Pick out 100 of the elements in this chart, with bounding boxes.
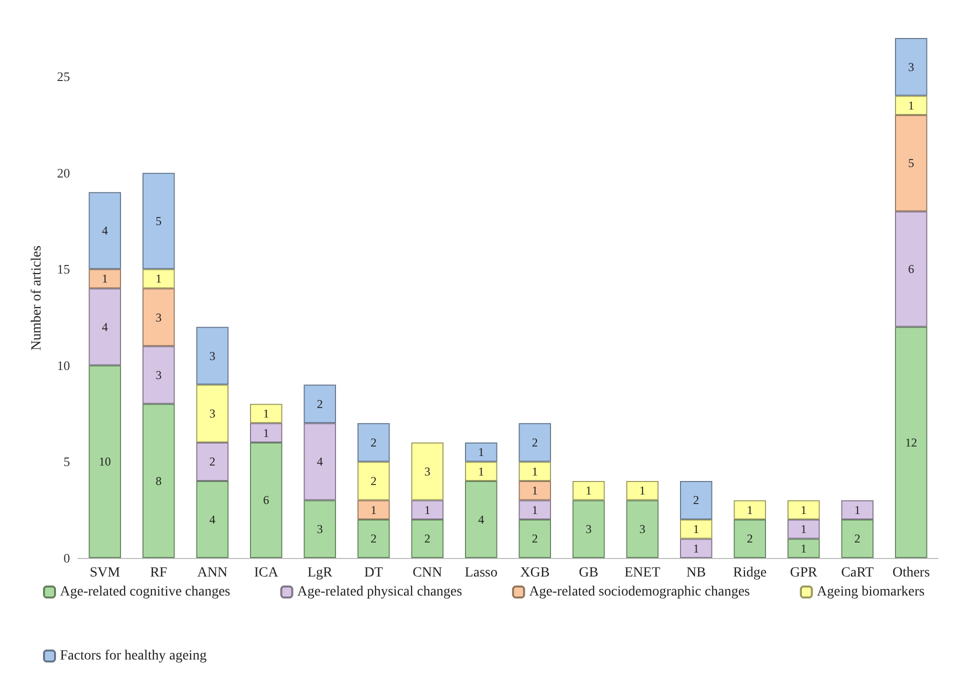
- data-label: 1: [746, 502, 753, 517]
- data-label: 2: [532, 435, 538, 450]
- data-label: 1: [532, 464, 538, 478]
- x-tick-label: NB: [686, 566, 706, 580]
- data-label: 5: [156, 214, 162, 228]
- x-tick-label: ANN: [197, 566, 228, 580]
- bar: [358, 519, 390, 558]
- bar: [465, 480, 498, 558]
- bar: [196, 480, 228, 558]
- bar: [572, 500, 605, 558]
- x-tick-label: DT: [364, 566, 384, 580]
- x-tick-label: LgR: [307, 566, 333, 580]
- bar: [841, 500, 874, 520]
- y-tick-label: 0: [64, 550, 70, 566]
- bar: [518, 500, 551, 520]
- data-label: 1: [478, 464, 484, 478]
- bar: [465, 442, 498, 462]
- data-label: 1: [586, 484, 592, 498]
- data-label: 3: [209, 348, 216, 363]
- bar: [895, 96, 928, 116]
- data-label: 1: [156, 272, 162, 286]
- bar: [572, 480, 605, 500]
- data-label: 1: [854, 502, 860, 517]
- data-label: 3: [424, 464, 430, 478]
- bar: [411, 500, 444, 520]
- data-label: 4: [209, 512, 216, 526]
- x-tick-label: ICA: [254, 566, 280, 580]
- data-label: 1: [424, 502, 430, 517]
- data-label: 3: [156, 310, 162, 324]
- data-label: 2: [424, 532, 430, 546]
- data-label: 1: [478, 445, 484, 460]
- bar: [895, 211, 928, 327]
- data-label: 6: [908, 262, 914, 276]
- x-tick-label: RF: [150, 566, 168, 580]
- data-label: 1: [908, 98, 914, 112]
- bar: [841, 519, 874, 558]
- bar: [788, 519, 820, 539]
- bar: [88, 365, 121, 558]
- bar: [88, 288, 121, 366]
- data-label: 3: [316, 522, 323, 536]
- bar: [626, 500, 658, 558]
- bar: [142, 288, 175, 346]
- x-tick-label: CaRT: [841, 566, 874, 580]
- data-label: 1: [370, 502, 377, 517]
- data-label: 12: [905, 435, 918, 450]
- data-label: 3: [586, 522, 592, 536]
- bar: [196, 384, 228, 442]
- data-label: 1: [102, 272, 108, 286]
- data-label: 2: [209, 454, 216, 469]
- bar: [734, 519, 766, 558]
- legend-label: Age-related sociodemographic changes: [529, 584, 750, 600]
- x-tick-label: SVM: [90, 566, 121, 580]
- y-tick-label: 5: [64, 454, 70, 470]
- x-tick-label: GB: [578, 566, 598, 580]
- data-label: 2: [854, 532, 860, 546]
- bar: [411, 442, 444, 500]
- bar: [358, 500, 390, 520]
- bar: [680, 480, 712, 520]
- legend-label: Age-related physical changes: [297, 584, 462, 600]
- data-label: 3: [209, 406, 216, 421]
- bar: [142, 404, 175, 558]
- bar: [358, 423, 390, 462]
- bar: [518, 423, 551, 462]
- legend-label: Factors for healthy ageing: [60, 648, 207, 664]
- bar: [788, 500, 820, 520]
- y-tick-label: 10: [57, 358, 70, 373]
- bar: [734, 500, 766, 520]
- y-tick-label: 20: [57, 165, 70, 180]
- data-label: 4: [316, 454, 323, 469]
- data-label: 2: [693, 493, 700, 508]
- data-label: 10: [98, 454, 111, 469]
- x-tick-label: Others: [892, 566, 930, 580]
- bar: [142, 269, 175, 288]
- bar: [88, 269, 121, 288]
- data-label: 1: [800, 541, 807, 556]
- data-label: 1: [800, 502, 807, 517]
- bar: [895, 326, 928, 558]
- x-tick-label: Ridge: [733, 566, 767, 580]
- x-tick-label: ENET: [624, 566, 661, 580]
- data-label: 1: [693, 522, 700, 536]
- data-label: 1: [639, 484, 646, 498]
- data-label: 2: [532, 532, 538, 546]
- legend-label: Age-related cognitive changes: [60, 584, 230, 600]
- bar: [895, 38, 928, 96]
- bar: [626, 480, 658, 500]
- x-tick-label: Lasso: [464, 566, 498, 580]
- data-label: 3: [908, 60, 914, 74]
- data-label: 2: [370, 532, 377, 546]
- data-label: 6: [263, 493, 270, 508]
- data-label: 2: [746, 532, 753, 546]
- bar: [518, 480, 551, 500]
- bar: [518, 519, 551, 558]
- data-label: 1: [693, 541, 700, 556]
- data-label: 1: [800, 522, 807, 536]
- data-label: 1: [263, 426, 270, 440]
- y-axis-title: Number of articles: [30, 246, 44, 350]
- data-label: 3: [156, 368, 162, 382]
- data-label: 1: [532, 484, 538, 498]
- legend-label: Ageing biomarkers: [816, 584, 925, 600]
- bar: [465, 462, 498, 481]
